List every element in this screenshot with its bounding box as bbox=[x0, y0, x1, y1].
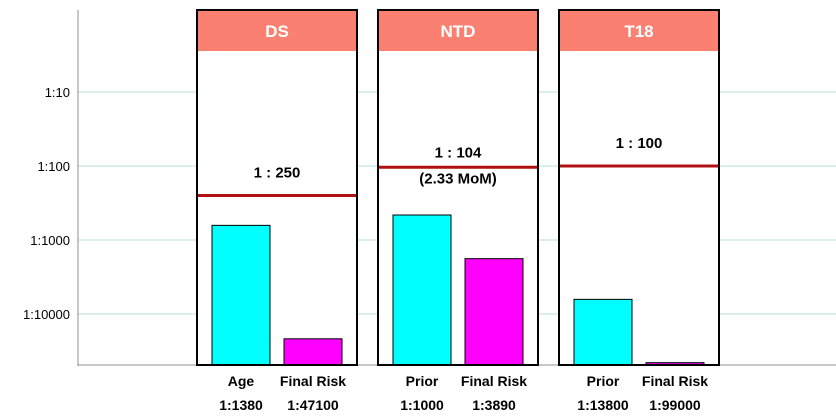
y-tick-label: 1:1000 bbox=[30, 233, 70, 248]
x-category-label: Final Risk bbox=[280, 373, 346, 389]
panel-title: T18 bbox=[624, 22, 653, 41]
panel-border bbox=[196, 9, 358, 366]
bar-prior bbox=[392, 214, 452, 366]
x-category-label: Age bbox=[228, 373, 255, 389]
x-risk-label: 1:99000 bbox=[649, 397, 701, 413]
panel-header bbox=[560, 11, 718, 51]
bar-prior bbox=[211, 224, 271, 366]
panel-title: NTD bbox=[441, 22, 476, 41]
panel-header bbox=[379, 11, 537, 51]
x-category-label: Final Risk bbox=[461, 373, 527, 389]
panels-layer: DS Age 1:1380 Final Risk 1:47100 1 : 250 NTD Pr… bbox=[196, 9, 720, 413]
panel-title: DS bbox=[265, 22, 289, 41]
y-tick-label: 1:10000 bbox=[23, 307, 70, 322]
x-risk-label: 1:47100 bbox=[287, 397, 339, 413]
panel-ntd: NTD Prior 1:1000 Final Risk 1:3890 1 : 104 (2.… bbox=[377, 9, 539, 413]
bar-prior bbox=[573, 298, 633, 366]
panel-border bbox=[558, 9, 720, 366]
cutoff-label: 1 : 250 bbox=[254, 164, 301, 181]
y-tick-label: 1:10 bbox=[45, 85, 70, 100]
x-risk-label: 1:13800 bbox=[577, 397, 629, 413]
panel-ds: DS Age 1:1380 Final Risk 1:47100 1 : 250 bbox=[196, 9, 358, 413]
x-risk-label: 1:1380 bbox=[219, 397, 263, 413]
x-category-label: Prior bbox=[406, 373, 439, 389]
panel-border bbox=[377, 9, 539, 366]
panel-header bbox=[198, 11, 356, 51]
cutoff-mom-label: (2.33 MoM) bbox=[419, 170, 497, 187]
x-risk-label: 1:1000 bbox=[400, 397, 444, 413]
cutoff-label: 1 : 100 bbox=[616, 135, 663, 152]
panel-t18: T18 Prior 1:13800 Final Risk 1:99000 1 : 100 bbox=[558, 9, 720, 413]
bar-final bbox=[283, 338, 343, 366]
x-risk-label: 1:3890 bbox=[472, 397, 516, 413]
x-category-label: Final Risk bbox=[642, 373, 708, 389]
bar-final bbox=[464, 258, 524, 366]
x-category-label: Prior bbox=[587, 373, 620, 389]
y-tick-label: 1:100 bbox=[37, 159, 70, 174]
cutoff-label: 1 : 104 bbox=[435, 144, 482, 161]
